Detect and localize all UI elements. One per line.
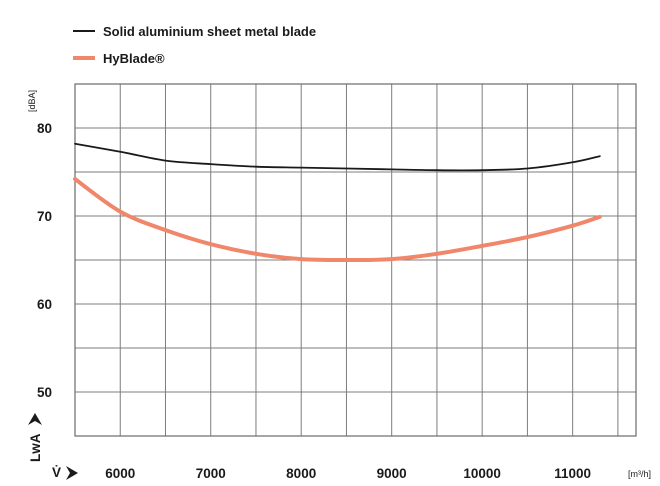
- x-tick-label: 11000: [554, 466, 591, 481]
- series-line-hyblade: [73, 177, 602, 263]
- y-tick-label: 50: [37, 385, 52, 400]
- y-tick-label: 60: [37, 297, 52, 312]
- legend-label-solid-blade: Solid aluminium sheet metal blade: [103, 24, 316, 39]
- x-unit-label: [m³/h]: [628, 469, 651, 479]
- y-axis-arrow-icon: [28, 413, 42, 425]
- grid: [75, 84, 636, 436]
- y-axis-label: LwA: [28, 433, 43, 462]
- ticks-layer: 50 60 70 80 6000 7000 8000 9000 10000 11000: [37, 121, 591, 481]
- x-tick-label: 9000: [377, 466, 407, 481]
- y-tick-label: 80: [37, 121, 52, 136]
- x-tick-label: 10000: [463, 466, 501, 481]
- legend-label-hyblade: HyBlade®: [103, 51, 165, 66]
- legend: Solid aluminium sheet metal blade HyBlad…: [73, 24, 316, 66]
- y-unit-label: [dBA]: [27, 90, 37, 112]
- x-tick-label: 6000: [105, 466, 135, 481]
- y-tick-label: 70: [37, 209, 52, 224]
- series-layer: [73, 142, 602, 263]
- x-axis-label: V̇: [52, 465, 61, 480]
- plot-frame: [74, 83, 637, 437]
- series-line-solid-blade: [74, 142, 601, 172]
- x-axis-arrow-icon: [66, 466, 78, 480]
- plot-border: [74, 83, 637, 437]
- x-tick-label: 7000: [196, 466, 226, 481]
- x-tick-label: 8000: [286, 466, 316, 481]
